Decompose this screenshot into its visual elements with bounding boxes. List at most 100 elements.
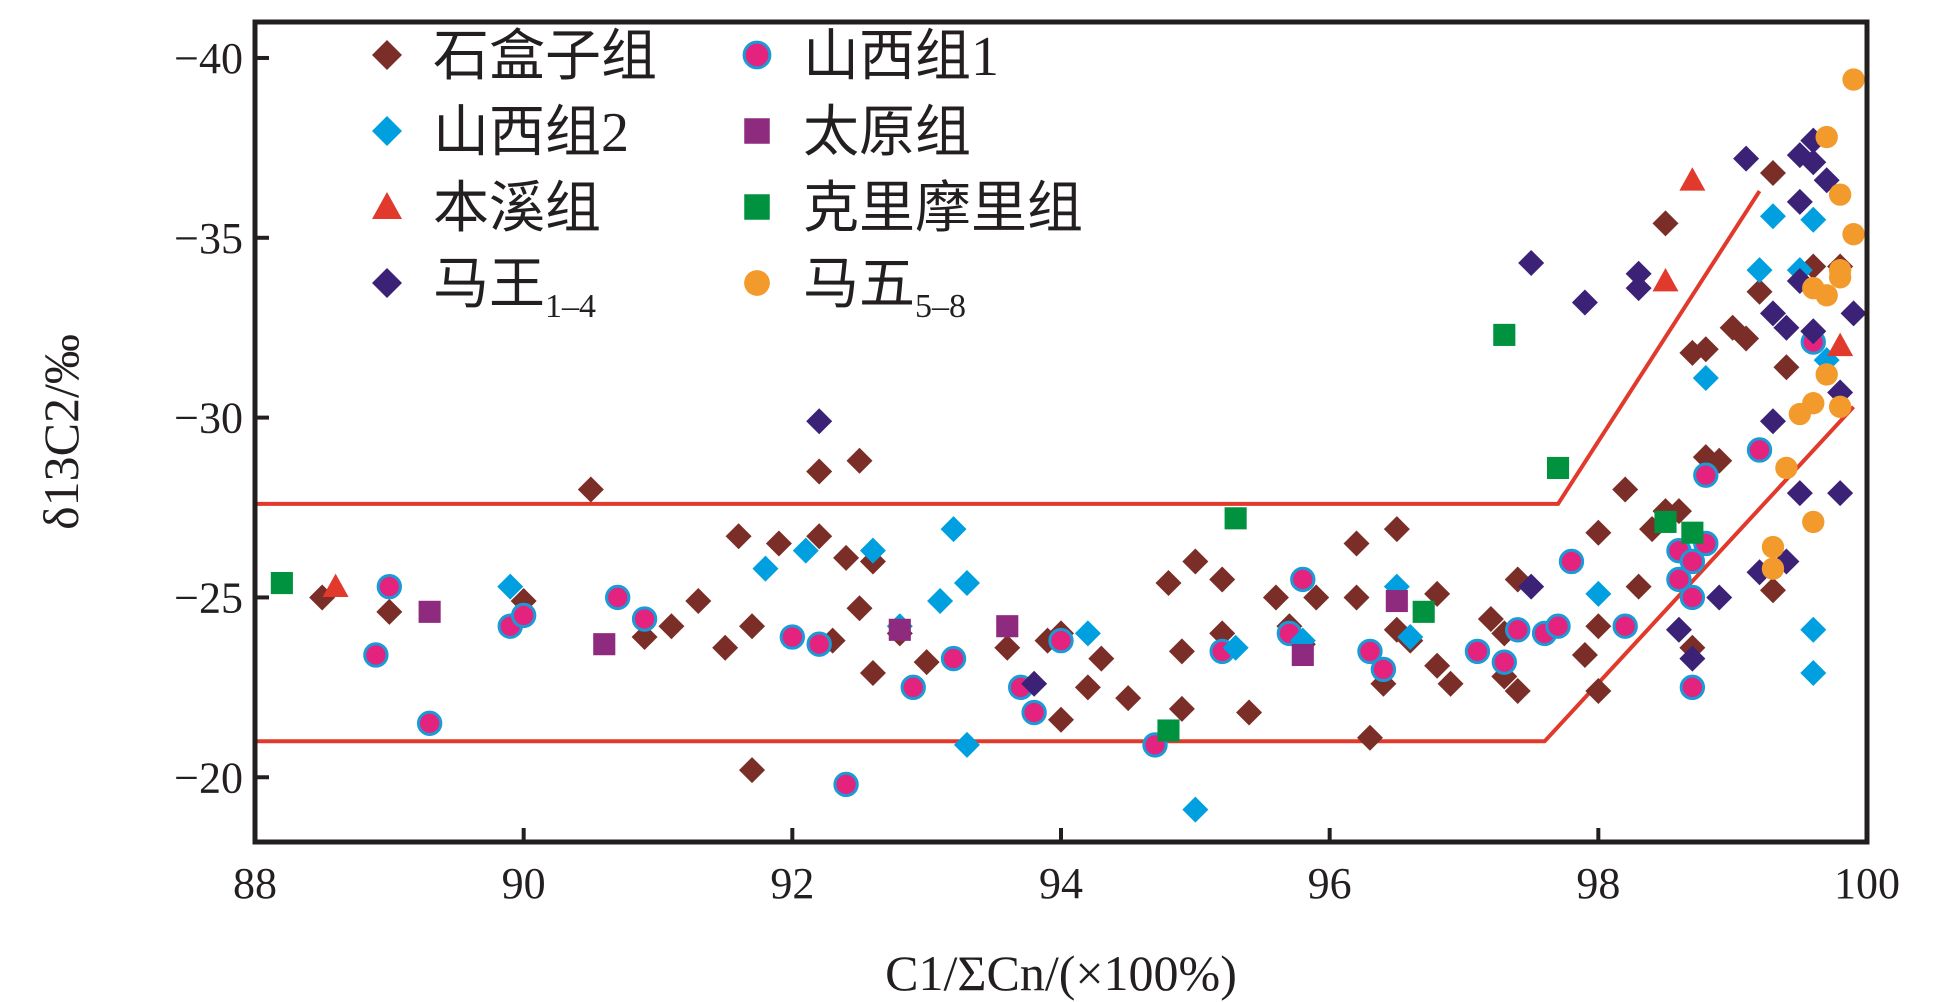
data-point-series-5 xyxy=(1652,267,1679,292)
data-point-series-8 xyxy=(1788,402,1812,426)
data-point-series-1 xyxy=(1074,674,1101,701)
data-point-series-2 xyxy=(940,645,967,672)
x-tick-label: 100 xyxy=(1834,859,1900,908)
data-point-series-2 xyxy=(900,674,926,701)
data-point-series-4 xyxy=(418,600,441,623)
data-point-series-7 xyxy=(1786,480,1813,507)
data-point-series-1 xyxy=(1759,160,1786,187)
data-point-series-7 xyxy=(1773,314,1800,341)
x-tick-label: 98 xyxy=(1576,859,1620,908)
data-point-series-2 xyxy=(1505,617,1531,643)
data-point-series-7 xyxy=(1733,145,1760,172)
y-tick-label: −35 xyxy=(174,214,243,263)
boundary-line-1 xyxy=(255,189,1762,506)
data-point-series-6 xyxy=(1681,521,1704,544)
x-tick-label: 92 xyxy=(770,859,814,908)
data-point-series-3 xyxy=(927,588,954,615)
data-point-series-7 xyxy=(1679,645,1706,672)
data-point-series-2 xyxy=(1357,638,1383,665)
data-point-series-7 xyxy=(1625,260,1652,287)
data-point-series-8 xyxy=(1761,557,1785,580)
data-point-series-6 xyxy=(1412,600,1435,623)
data-point-series-6 xyxy=(1546,456,1570,480)
data-point-series-1 xyxy=(1504,677,1531,704)
data-point-series-2 xyxy=(1370,656,1397,683)
y-ticks: −40 −35 −30 −25 −20 xyxy=(174,34,269,802)
data-point-series-8 xyxy=(1815,284,1838,307)
data-point-series-3 xyxy=(859,537,886,564)
data-point-series-1 xyxy=(1585,613,1612,640)
data-point-series-3 xyxy=(1692,365,1719,392)
y-tick-label: −25 xyxy=(174,573,243,622)
data-point-series-8 xyxy=(1828,266,1852,289)
data-point-series-2 xyxy=(605,584,631,611)
data-point-series-2 xyxy=(1545,613,1571,639)
data-point-series-1 xyxy=(1612,476,1639,503)
data-point-series-2 xyxy=(1290,566,1316,593)
data-point-series-1 xyxy=(712,634,739,661)
data-point-series-1 xyxy=(994,634,1021,661)
data-point-series-2 xyxy=(1679,674,1706,701)
data-point-series-3 xyxy=(1746,257,1773,284)
data-point-series-2 xyxy=(806,631,832,657)
data-point-series-1 xyxy=(739,757,766,784)
data-point-series-1 xyxy=(1155,570,1182,597)
data-point-series-6 xyxy=(1493,323,1516,346)
data-point-series-3 xyxy=(1397,624,1424,650)
data-point-series-1 xyxy=(658,613,685,640)
data-point-series-1 xyxy=(1168,695,1195,722)
data-point-series-1 xyxy=(806,458,833,485)
legend-marker-石盒子组 xyxy=(372,40,402,70)
legend-marker-马王1-4 xyxy=(372,268,402,298)
x-tick-label: 96 xyxy=(1308,859,1352,908)
data-point-series-1 xyxy=(1477,606,1504,633)
data-point-series-2 xyxy=(1048,627,1074,654)
data-point-series-6 xyxy=(1654,510,1677,533)
legend-label-山西组2: 山西组2 xyxy=(433,102,629,164)
legend-label-马五5-8: 马五5–8 xyxy=(803,254,966,325)
data-point-series-7 xyxy=(1706,584,1733,611)
data-point-series-1 xyxy=(1182,548,1209,575)
x-tick-label: 88 xyxy=(233,859,277,908)
data-point-series-1 xyxy=(1343,584,1370,611)
legend-label-石盒子组: 石盒子组 xyxy=(433,26,657,88)
data-point-series-3 xyxy=(792,537,819,564)
data-point-series-2 xyxy=(779,624,806,650)
data-point-series-1 xyxy=(1424,580,1451,607)
legend-label-山西组1: 山西组1 xyxy=(803,26,999,88)
data-point-series-1 xyxy=(913,649,940,676)
data-point-series-6 xyxy=(1224,507,1247,530)
y-axis-title: δ13C2/‰ xyxy=(33,334,89,530)
data-point-series-5 xyxy=(322,573,349,598)
data-point-series-2 xyxy=(376,573,403,600)
data-point-series-7 xyxy=(806,408,833,435)
data-point-series-2 xyxy=(1612,613,1638,639)
data-point-series-1 xyxy=(1236,699,1263,726)
data-point-series-1 xyxy=(1048,706,1074,733)
data-point-series-8 xyxy=(1842,223,1865,246)
data-point-series-2 xyxy=(1693,462,1719,488)
data-point-series-2 xyxy=(1021,699,1047,726)
legend-marker-太原组 xyxy=(744,118,770,144)
data-point-series-7 xyxy=(1800,127,1827,154)
data-point-series-1 xyxy=(1168,638,1195,665)
data-point-series-1 xyxy=(846,595,873,622)
data-point-series-8 xyxy=(1775,456,1798,480)
data-point-series-7 xyxy=(1759,408,1786,435)
data-point-series-2 xyxy=(1491,649,1517,675)
y-tick-label: −20 xyxy=(174,753,243,802)
data-point-series-6 xyxy=(1157,719,1180,742)
data-point-series-1 xyxy=(739,613,766,640)
data-point-series-7 xyxy=(1625,275,1652,302)
data-point-series-1 xyxy=(1209,566,1236,593)
legend-label-太原组: 太原组 xyxy=(803,102,971,164)
data-point-series-5 xyxy=(1679,167,1706,191)
data-point-series-6 xyxy=(270,572,293,595)
data-point-series-1 xyxy=(577,476,604,503)
data-point-series-1 xyxy=(1652,210,1679,237)
x-ticks: 88 90 92 94 96 98 100 xyxy=(233,828,1900,908)
data-point-series-7 xyxy=(1021,670,1048,697)
legend-label-克里摩里组: 克里摩里组 xyxy=(803,178,1083,240)
